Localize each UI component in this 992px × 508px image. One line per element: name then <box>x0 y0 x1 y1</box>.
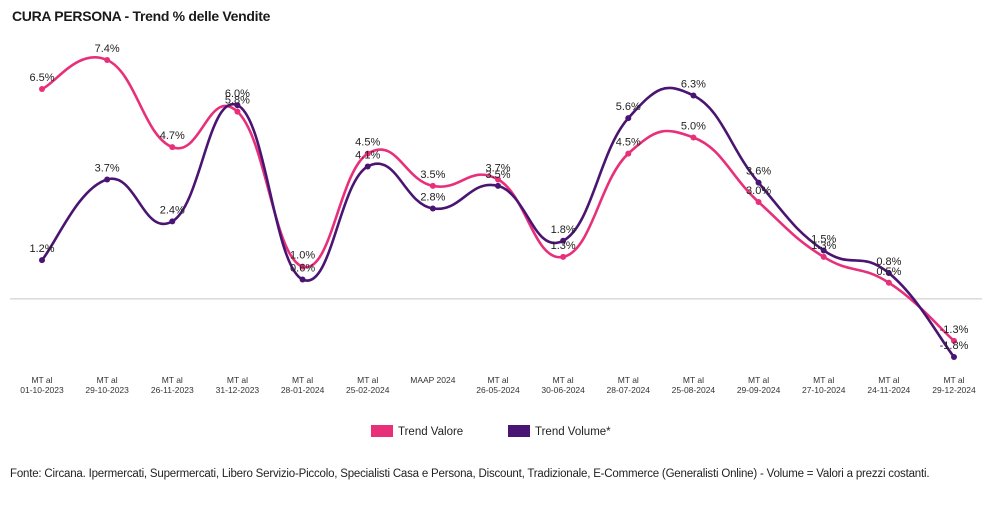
x-tick-label: MT al 25-08-2024 <box>672 375 716 395</box>
data-point-volume <box>495 182 501 189</box>
data-point-volume <box>429 205 436 212</box>
data-point-volume <box>39 257 45 264</box>
data-label-volume: 1.5% <box>811 233 836 245</box>
data-label-valore: 3.0% <box>746 185 771 197</box>
x-axis-tick-labels: MT al 01-10-2023 MT al 29-10-2023 MT al 26-11… <box>20 375 976 395</box>
x-tick-label: MT al 28-07-2024 <box>607 375 651 395</box>
x-tick-label: MT al 29-09-2024 <box>737 375 781 395</box>
data-point-volume <box>625 115 632 122</box>
x-tick-label: MT al 25-02-2024 <box>346 375 390 395</box>
data-point-volume <box>364 163 371 170</box>
x-tick-label: MT al 31-12-2023 <box>216 375 260 395</box>
x-tick-label: MT al 27-10-2024 <box>802 375 846 395</box>
data-label-valore: 4.7% <box>160 130 185 142</box>
data-label-valore: 0.5% <box>876 266 901 278</box>
data-label-volume: 3.7% <box>95 162 120 174</box>
series-points <box>39 57 957 360</box>
data-point-valore <box>755 199 762 206</box>
series-line-volume <box>40 86 956 358</box>
data-point-volume <box>234 102 241 109</box>
data-label-volume: 6.3% <box>681 79 706 91</box>
data-point-valore <box>104 57 111 63</box>
data-point-volume <box>104 176 111 183</box>
data-label-valore: 4.5% <box>616 137 641 149</box>
data-labels: 6.5%7.4%4.7%5.8%1.0%4.5%3.5%3.7%1.3%4.5%… <box>29 43 968 352</box>
x-tick-label: MAAP 2024 <box>410 375 455 385</box>
x-tick-label: MT al 29-10-2023 <box>85 375 129 395</box>
source-note: Fonte: Circana. Ipermercati, Supermercat… <box>10 468 930 480</box>
data-point-valore <box>560 253 567 260</box>
data-label-valore: 6.5% <box>29 72 54 84</box>
data-point-valore <box>625 150 632 157</box>
data-label-valore: 5.0% <box>681 120 706 132</box>
series-line-valore <box>41 56 955 342</box>
data-label-valore: 1.3% <box>811 240 836 252</box>
x-tick-label: MT al 01-10-2023 <box>20 375 64 395</box>
data-label-valore: 7.4% <box>95 43 120 55</box>
data-label-valore: 1.3% <box>551 240 576 252</box>
data-point-valore <box>234 108 241 115</box>
data-label-valore: 3.7% <box>485 162 510 174</box>
series-lines <box>40 56 956 358</box>
data-label-volume: 3.5% <box>485 169 510 181</box>
data-point-valore <box>169 144 176 151</box>
x-tick-label: MT al 24-11-2024 <box>867 375 910 395</box>
legend-item-volume[interactable]: Trend Volume* <box>508 425 611 438</box>
data-label-volume: 2.8% <box>420 192 445 204</box>
data-point-valore <box>820 253 827 260</box>
x-tick-label: MT al 28-01-2024 <box>281 375 325 395</box>
legend-label-volume: Trend Volume* <box>535 426 611 438</box>
data-label-volume: 3.6% <box>746 166 771 178</box>
data-label-volume: 0.8% <box>876 256 901 268</box>
data-point-volume <box>560 237 567 244</box>
data-label-valore: 1.0% <box>290 250 315 262</box>
data-point-valore <box>429 182 436 189</box>
data-point-volume <box>885 270 892 277</box>
legend-swatch-valore <box>371 425 393 437</box>
data-point-valore <box>364 150 371 157</box>
x-tick-label: MT al 29-12-2024 <box>932 375 976 395</box>
data-label-volume: 5.6% <box>616 101 641 113</box>
data-point-valore <box>39 86 45 93</box>
data-label-valore: 5.8% <box>225 95 250 107</box>
data-label-volume: 4.1% <box>355 150 380 162</box>
legend-label-valore: Trend Valore <box>398 426 463 438</box>
x-tick-label: MT al 30-06-2024 <box>541 375 585 395</box>
legend-item-valore[interactable]: Trend Valore <box>371 425 463 438</box>
data-point-valore <box>299 263 306 270</box>
data-label-volume: 1.2% <box>29 243 54 255</box>
data-label-volume: 6.0% <box>225 88 250 100</box>
data-label-valore: 4.5% <box>355 137 380 149</box>
data-point-volume <box>299 276 306 283</box>
data-point-valore <box>951 337 957 344</box>
legend[interactable]: Trend Valore Trend Volume* <box>371 425 611 438</box>
data-point-valore <box>495 176 501 183</box>
data-point-volume <box>951 354 957 360</box>
data-point-volume <box>690 92 697 99</box>
data-point-volume <box>169 218 176 225</box>
data-label-volume: 1.8% <box>551 224 576 236</box>
data-point-volume <box>820 247 827 254</box>
x-tick-label: MT al 26-05-2024 <box>476 375 520 395</box>
data-label-volume: 0.6% <box>290 263 315 275</box>
data-label-valore: -1.3% <box>940 324 969 336</box>
data-point-valore <box>690 134 697 141</box>
data-point-volume <box>755 179 762 186</box>
legend-swatch-volume <box>508 425 530 437</box>
data-label-volume: 2.4% <box>160 204 185 216</box>
data-point-valore <box>885 279 892 286</box>
data-label-volume: -1.8% <box>940 340 969 352</box>
data-label-valore: 3.5% <box>420 169 445 181</box>
x-tick-label: MT al 26-11-2023 <box>151 375 194 395</box>
chart-title: CURA PERSONA - Trend % delle Vendite <box>12 8 271 24</box>
